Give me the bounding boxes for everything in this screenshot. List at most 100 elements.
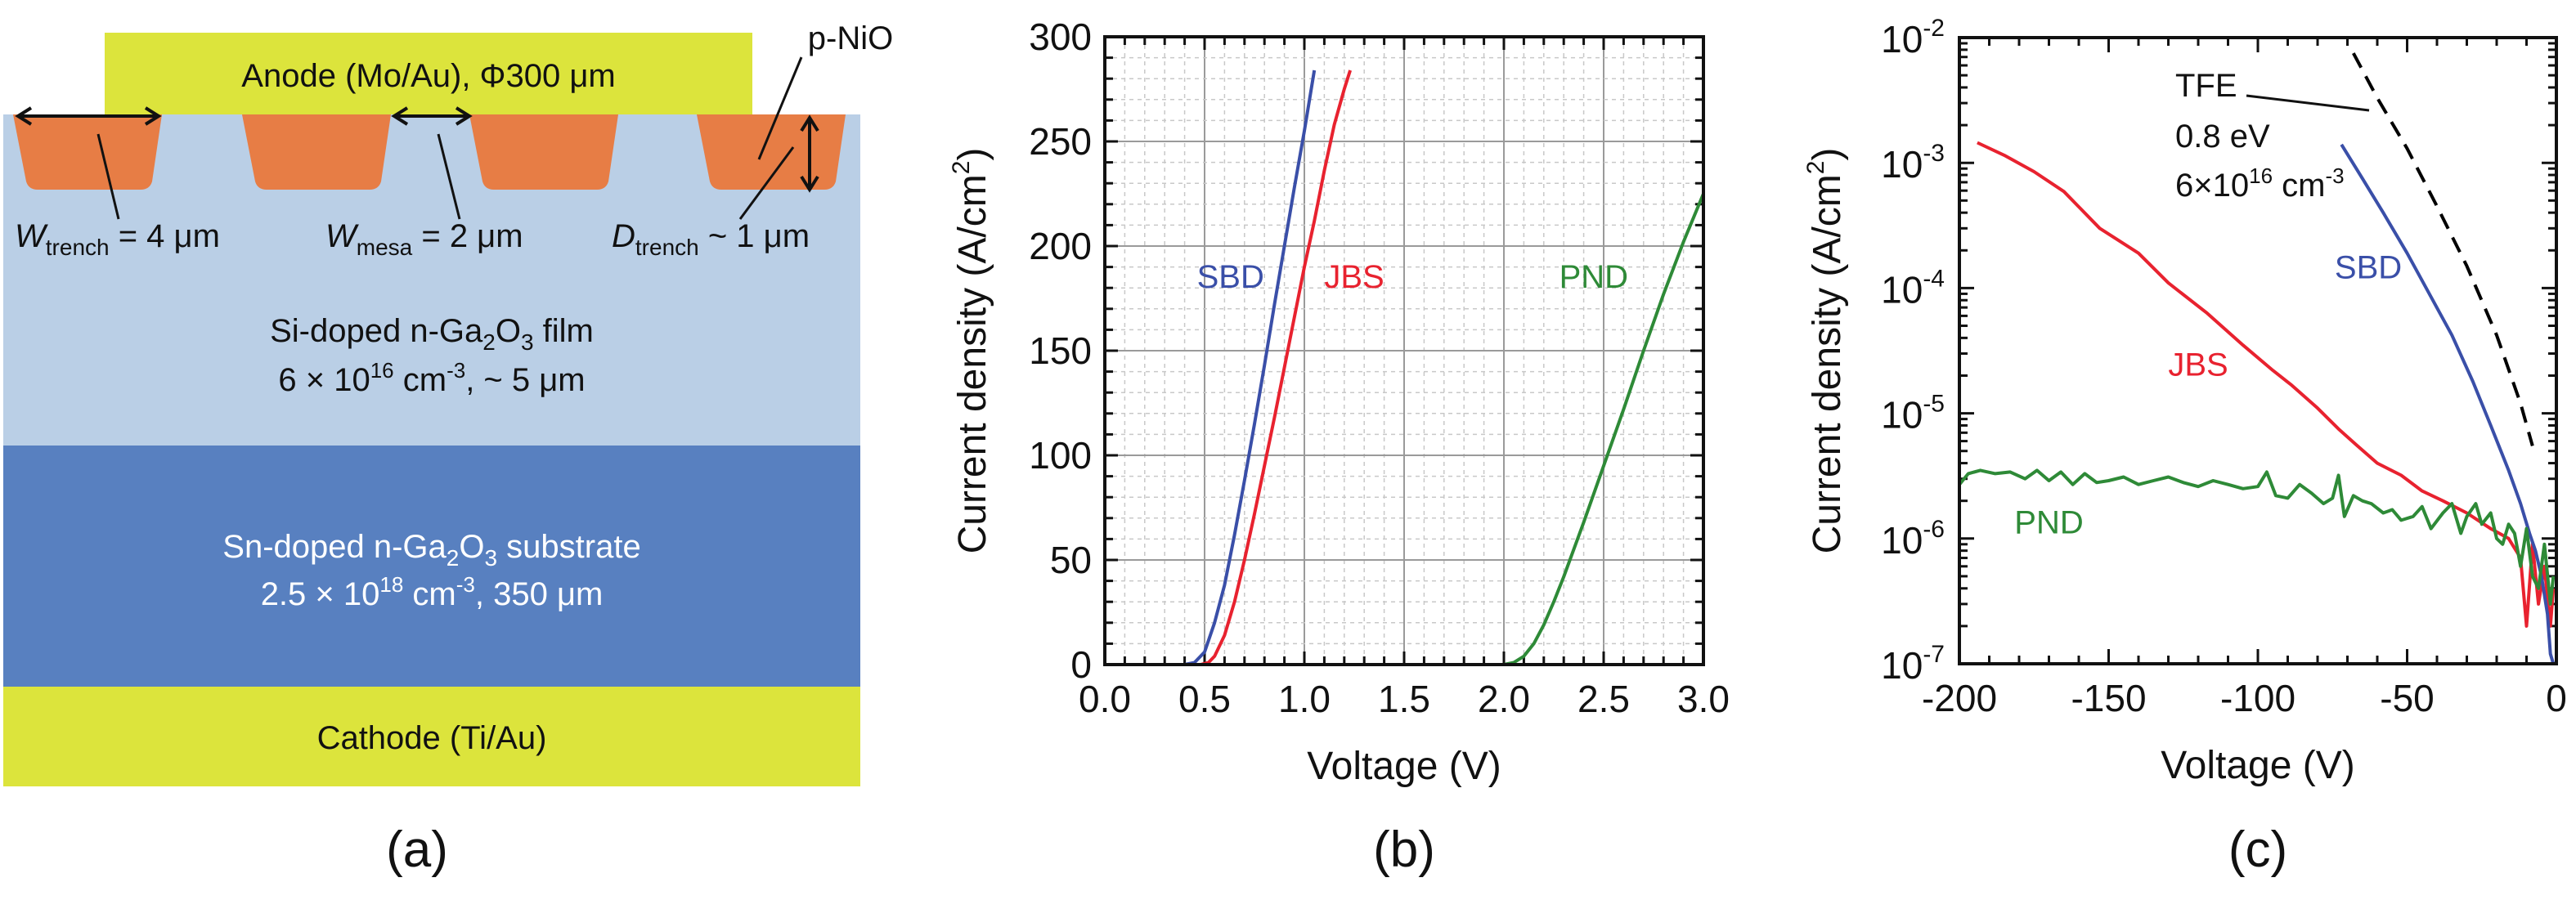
cathode-layer — [3, 687, 860, 786]
y-tick-label: 50 — [1050, 539, 1092, 581]
tick-base: 10 — [1881, 143, 1923, 186]
w-trench-arrow — [15, 106, 162, 220]
series-sbd-line — [2340, 143, 2556, 665]
p-nio-trench-3 — [469, 114, 618, 190]
tick-base: 10 — [1881, 519, 1923, 562]
x-tick-label: -50 — [2380, 677, 2434, 719]
y-axis-label: Current density (A/cm2) — [948, 148, 994, 554]
tick-exponent: -2 — [1923, 15, 1945, 42]
x-tick-label: 1.0 — [1278, 678, 1331, 720]
x-tick-label: 0.0 — [1079, 678, 1131, 720]
film-label-line1: Si-doped n-Ga2O3 film — [270, 313, 594, 355]
anode-label: Anode (Mo/Au), Φ300 μm — [241, 58, 615, 94]
reverse-iv-chart: -200 -150 -100 -50 010-710-610-510-410-310-2… — [1802, 15, 2567, 878]
y-tick-label: 10-6 — [1881, 516, 1945, 562]
x-tick-label: 1.5 — [1378, 678, 1430, 720]
anode-layer — [105, 33, 752, 114]
y-tick-label: 10-3 — [1881, 140, 1945, 186]
w-mesa-label: Wmesa = 2 μm — [325, 218, 523, 260]
tfe-barrier-label: 0.8 eV — [2175, 119, 2270, 154]
p-nio-label: p-NiO — [808, 20, 893, 56]
tfe-doping-part: 16 — [2249, 163, 2273, 188]
panel-b-label: (b) — [1373, 822, 1435, 878]
y-axis-label: Current density (A/cm2) — [1802, 148, 1849, 554]
tick-base: 10 — [1881, 644, 1923, 687]
film-label-line2: 6 × 1016 cm-3, ~ 5 μm — [278, 358, 585, 398]
tick-exponent: -5 — [1923, 391, 1945, 418]
tfe-doping-part: cm — [2273, 168, 2325, 204]
series-label-pnd: PND — [1560, 259, 1628, 295]
y-axis-label-part: ) — [1806, 148, 1849, 161]
y-axis-label-part: 2 — [1802, 161, 1829, 175]
p-nio-trench-1 — [13, 114, 162, 190]
x-tick-label: 2.5 — [1577, 678, 1630, 720]
y-axis-label-part: 2 — [948, 161, 975, 175]
y-tick-label: 250 — [1029, 120, 1092, 163]
x-tick-label: -100 — [2220, 677, 2296, 719]
y-tick-label: 0 — [1070, 643, 1092, 686]
device-cross-section: Anode (Mo/Au), Φ300 μm p-NiO Wtrench = 4… — [3, 20, 893, 878]
p-nio-trench-2 — [242, 114, 391, 190]
series-jbs-line — [1977, 141, 2556, 628]
x-tick-label: 0 — [2546, 677, 2567, 719]
series-pnd-line — [1958, 468, 2556, 606]
w-trench-label: Wtrench = 4 μm — [15, 218, 220, 260]
tick-labels: 0.0 0.5 1.0 1.5 2.0 2.5 3.0 0 50 100 150 200 250 300 — [1029, 16, 1730, 720]
y-tick-label: 100 — [1029, 434, 1092, 477]
series-label-sbd: SBD — [2335, 249, 2402, 285]
grid — [1104, 36, 1704, 665]
tfe-doping-part: 6×10 — [2175, 168, 2249, 204]
substrate-label-line1: Sn-doped n-Ga2O3 substrate — [222, 529, 640, 571]
tick-exponent: -4 — [1923, 265, 1945, 292]
tick-base: 10 — [1881, 394, 1923, 437]
x-tick-label: -200 — [1922, 677, 1997, 719]
panel-c-label: (c) — [2228, 822, 2287, 878]
y-tick-label: 300 — [1029, 16, 1092, 58]
y-tick-label: 150 — [1029, 329, 1092, 372]
x-tick-label: 0.5 — [1178, 678, 1231, 720]
d-trench-label: Dtrench ~ 1 μm — [612, 218, 810, 260]
x-tick-label: 3.0 — [1677, 678, 1730, 720]
tick-exponent: -6 — [1923, 516, 1945, 543]
forward-iv-chart: 0.0 0.5 1.0 1.5 2.0 2.5 3.0 0 50 100 150 200 250 300 V… — [948, 16, 1730, 878]
n-ga2o3-substrate-layer — [3, 446, 860, 687]
y-axis-label-part: Current density (A/cm — [951, 174, 994, 553]
plot-frame — [1103, 35, 1705, 666]
series-pnd-line — [1105, 193, 1705, 666]
y-tick-label: 10-5 — [1881, 391, 1945, 437]
tick-exponent: -3 — [1923, 140, 1945, 167]
d-trench-arrow — [738, 56, 819, 220]
tfe-doping-part: -3 — [2325, 163, 2344, 188]
tfe-leader-line — [2246, 94, 2370, 112]
tick-labels: -200 -150 -100 -50 010-710-610-510-410-310-2 — [1881, 15, 2567, 719]
series-label-sbd: SBD — [1197, 259, 1264, 295]
series-sbd-line — [1105, 69, 1317, 666]
tick-base: 10 — [1881, 18, 1923, 60]
series-label-pnd: PND — [2014, 504, 2083, 540]
y-axis-label-part: Current density (A/cm — [1806, 174, 1849, 553]
cathode-label: Cathode (Ti/Au) — [317, 720, 547, 756]
x-tick-label: -150 — [2071, 677, 2146, 719]
tick-base: 10 — [1881, 268, 1923, 311]
y-tick-label: 10-7 — [1881, 641, 1945, 687]
series-lines — [1958, 52, 2556, 665]
y-tick-label: 10-2 — [1881, 15, 1945, 60]
tfe-doping-label: 6×1016 cm-3 — [2175, 163, 2345, 204]
y-axis-label-part: ) — [951, 148, 994, 161]
plot-frame — [1958, 36, 2558, 665]
series-tfe-line — [2352, 52, 2534, 446]
x-axis-label: Voltage (V) — [1307, 745, 1501, 788]
y-tick-label: 200 — [1029, 225, 1092, 267]
series-label-jbs: JBS — [2168, 347, 2228, 383]
x-tick-label: 2.0 — [1478, 678, 1530, 720]
series-label-jbs: JBS — [1324, 259, 1384, 295]
tick-exponent: -7 — [1923, 641, 1945, 668]
y-tick-label: 10-4 — [1881, 265, 1945, 311]
substrate-label-line2: 2.5 × 1018 cm-3, 350 μm — [261, 572, 604, 612]
w-mesa-arrow — [391, 106, 473, 220]
series-lines — [1105, 69, 1705, 666]
series-jbs-line — [1105, 69, 1353, 666]
x-axis-label: Voltage (V) — [2161, 744, 2354, 787]
panel-a-label: (a) — [386, 822, 448, 878]
